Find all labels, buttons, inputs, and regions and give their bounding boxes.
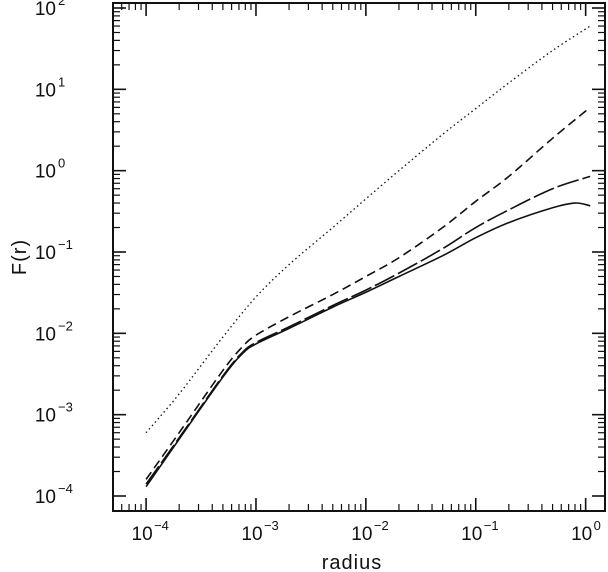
y-tick-label: 10 xyxy=(35,243,56,264)
x-tick-label: 10 xyxy=(132,524,153,545)
x-tick-exponent: −2 xyxy=(374,518,389,533)
x-tick-exponent: −1 xyxy=(484,518,499,533)
series-line-long-dash xyxy=(145,175,591,485)
plot-frame xyxy=(112,2,606,512)
y-tick-exponent: −4 xyxy=(58,481,73,496)
x-tick-label: 10 xyxy=(571,524,592,545)
y-tick-label: 10 xyxy=(35,487,56,508)
y-tick-exponent: 2 xyxy=(58,0,65,8)
series-line-solid xyxy=(145,202,591,488)
series-line-dashed xyxy=(145,106,591,480)
x-tick-exponent: −3 xyxy=(264,518,279,533)
x-axis-ticks: 10 −4 10 −3 10 −2 10 −1 10 0 xyxy=(132,3,601,545)
series-layer xyxy=(145,25,591,488)
y-tick-label: 10 xyxy=(35,324,56,345)
y-tick-label: 10 xyxy=(35,406,56,427)
x-tick-label: 10 xyxy=(461,524,482,545)
x-tick-label: 10 xyxy=(241,524,262,545)
minor-ticks xyxy=(112,3,605,511)
y-tick-exponent: −2 xyxy=(58,318,73,333)
y-tick-label: 10 xyxy=(35,80,56,101)
y-tick-label: 10 xyxy=(35,162,56,183)
y-tick-exponent: −1 xyxy=(58,237,73,252)
x-tick-exponent: −4 xyxy=(154,518,169,533)
y-axis-label: F(r) xyxy=(9,239,31,275)
series-line-dotted xyxy=(145,25,591,434)
y-tick-exponent: 0 xyxy=(58,156,65,171)
y-tick-exponent: −3 xyxy=(58,400,73,415)
x-axis-label: radius xyxy=(322,552,382,572)
y-tick-exponent: 1 xyxy=(58,74,65,89)
x-tick-exponent: 0 xyxy=(594,518,601,533)
y-tick-label: 10 xyxy=(35,0,56,20)
x-tick-label: 10 xyxy=(351,524,372,545)
